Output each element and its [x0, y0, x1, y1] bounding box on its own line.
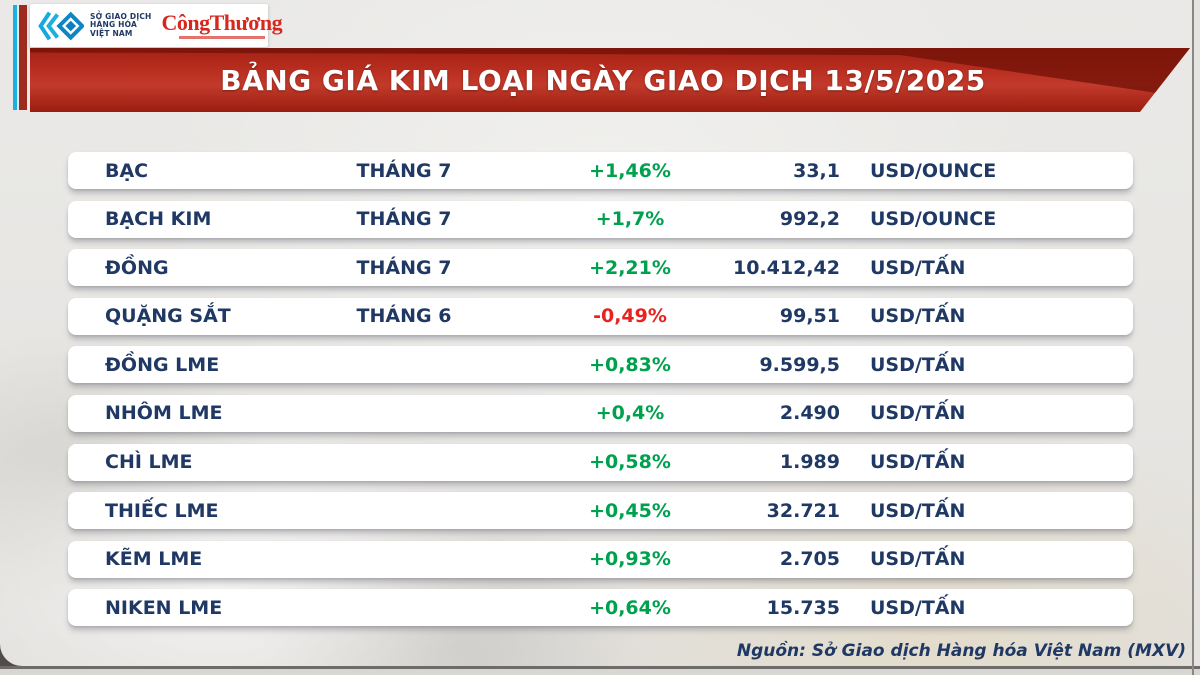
- congthuong-logo: CôngThương: [162, 12, 283, 39]
- table-row: QUẶNG SẮT THÁNG 6 -0,49% 99,51 USD/TẤN: [68, 297, 1133, 335]
- row-change: +1,7%: [595, 208, 665, 231]
- row-unit: USD/TẤN: [870, 499, 966, 522]
- mxv-logo-icon: [38, 11, 84, 40]
- row-price: 992,2: [779, 208, 840, 231]
- table-row: ĐỒNG LME +0,83% 9.599,5 USD/TẤN: [68, 346, 1133, 384]
- row-price: 33,1: [793, 159, 840, 182]
- row-commodity-name: KẼM LME: [105, 548, 203, 571]
- row-price: 1.989: [779, 451, 840, 474]
- row-contract-month: THÁNG 7: [356, 159, 452, 182]
- mxv-org-name: SỞ GIAO DỊCH HÀNG HÓA VIỆT NAM: [90, 11, 152, 39]
- row-commodity-name: NHÔM LME: [105, 402, 223, 425]
- row-unit: USD/TẤN: [870, 305, 966, 328]
- row-price: 99,51: [779, 305, 840, 328]
- row-unit: USD/TẤN: [870, 548, 966, 571]
- row-commodity-name: CHÌ LME: [105, 451, 193, 474]
- row-change: +0,64%: [589, 596, 671, 619]
- accent-stripe-red: [19, 5, 27, 110]
- row-commodity-name: NIKEN LME: [105, 596, 223, 619]
- row-price: 32.721: [766, 499, 840, 522]
- row-unit: USD/TẤN: [870, 451, 966, 474]
- row-unit: USD/TẤN: [870, 402, 966, 425]
- accent-stripe-cyan: [13, 5, 17, 110]
- mxv-org-line1: SỞ GIAO DỊCH: [90, 11, 152, 21]
- table-row: NHÔM LME +0,4% 2.490 USD/TẤN: [68, 394, 1133, 432]
- row-contract-month: THÁNG 6: [356, 305, 452, 328]
- row-change: +0,4%: [595, 402, 665, 425]
- row-price: 10.412,42: [733, 256, 840, 279]
- mxv-org-line3: VIỆT NAM: [90, 28, 133, 38]
- congthuong-logo-text: CôngThương: [161, 10, 283, 35]
- row-price: 9.599,5: [759, 353, 840, 376]
- right-edge: [1194, 0, 1200, 666]
- row-commodity-name: ĐỒNG: [105, 256, 169, 279]
- row-commodity-name: QUẶNG SẮT: [105, 305, 231, 328]
- table-row: CHÌ LME +0,58% 1.989 USD/TẤN: [68, 443, 1133, 481]
- bottom-edge: [0, 666, 1200, 675]
- right-edge-line: [1192, 0, 1194, 675]
- row-unit: USD/OUNCE: [870, 159, 997, 182]
- table-row: BẠC THÁNG 7 +1,46% 33,1 USD/OUNCE: [68, 152, 1133, 189]
- row-unit: USD/TẤN: [870, 256, 966, 279]
- row-change: +2,21%: [589, 256, 671, 279]
- row-unit: USD/OUNCE: [870, 208, 997, 231]
- page-title: BẢNG GIÁ KIM LOẠI NGÀY GIAO DỊCH 13/5/20…: [220, 63, 986, 97]
- row-unit: USD/TẤN: [870, 353, 966, 376]
- table-row: THIẾC LME +0,45% 32.721 USD/TẤN: [68, 492, 1133, 530]
- title-banner: BẢNG GIÁ KIM LOẠI NGÀY GIAO DỊCH 13/5/20…: [30, 48, 1190, 112]
- source-note: Nguồn: Sở Giao dịch Hàng hóa Việt Nam (M…: [736, 641, 1186, 661]
- row-price: 2.490: [779, 402, 840, 425]
- row-price: 2.705: [779, 548, 840, 571]
- row-contract-month: THÁNG 7: [356, 256, 452, 279]
- table-row: ĐỒNG THÁNG 7 +2,21% 10.412,42 USD/TẤN: [68, 249, 1133, 287]
- row-change: +1,46%: [589, 159, 671, 182]
- row-commodity-name: THIẾC LME: [105, 499, 219, 522]
- table-row: KẼM LME +0,93% 2.705 USD/TẤN: [68, 540, 1133, 578]
- row-change: +0,83%: [589, 353, 671, 376]
- row-change: -0,49%: [593, 305, 667, 328]
- row-change: +0,45%: [589, 499, 671, 522]
- row-price: 15.735: [766, 596, 840, 619]
- row-change: +0,58%: [589, 451, 671, 474]
- price-table: BẠC THÁNG 7 +1,46% 33,1 USD/OUNCE BẠCH K…: [68, 152, 1133, 638]
- mxv-org-line2: HÀNG HÓA: [90, 20, 137, 30]
- table-row: NIKEN LME +0,64% 15.735 USD/TẤN: [68, 589, 1133, 627]
- row-contract-month: THÁNG 7: [356, 208, 452, 231]
- row-commodity-name: BẠC: [105, 159, 149, 182]
- row-commodity-name: BẠCH KIM: [105, 208, 212, 231]
- congthuong-tagline-bar: [178, 36, 265, 39]
- row-change: +0,93%: [589, 548, 671, 571]
- table-row: BẠCH KIM THÁNG 7 +1,7% 992,2 USD/OUNCE: [68, 200, 1133, 238]
- row-unit: USD/TẤN: [870, 596, 966, 619]
- logo-box: SỞ GIAO DỊCH HÀNG HÓA VIỆT NAM CôngThươn…: [30, 4, 283, 47]
- row-commodity-name: ĐỒNG LME: [105, 353, 220, 376]
